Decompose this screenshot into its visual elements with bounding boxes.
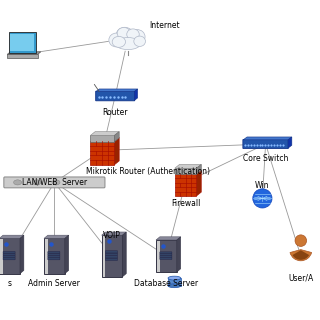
Polygon shape (115, 132, 119, 142)
Polygon shape (115, 137, 119, 165)
Wedge shape (292, 250, 309, 260)
Bar (102, 235, 123, 277)
Bar (9, 32, 36, 53)
FancyBboxPatch shape (3, 253, 15, 256)
Bar (3, 238, 20, 274)
FancyBboxPatch shape (48, 252, 60, 253)
Polygon shape (122, 232, 126, 277)
Polygon shape (7, 52, 41, 54)
Ellipse shape (129, 30, 145, 44)
FancyBboxPatch shape (160, 254, 172, 256)
Bar (105, 235, 123, 277)
Polygon shape (177, 237, 181, 272)
Bar (7, 54, 38, 58)
FancyBboxPatch shape (3, 252, 15, 253)
FancyBboxPatch shape (48, 256, 60, 258)
Bar (156, 240, 160, 272)
FancyBboxPatch shape (243, 140, 288, 148)
Polygon shape (65, 235, 69, 274)
Bar (175, 174, 196, 196)
FancyBboxPatch shape (4, 177, 105, 188)
FancyBboxPatch shape (175, 168, 196, 174)
FancyBboxPatch shape (3, 256, 15, 258)
Ellipse shape (117, 28, 131, 39)
FancyBboxPatch shape (48, 258, 60, 260)
Text: LAN/WEB  Server: LAN/WEB Server (22, 178, 87, 187)
FancyBboxPatch shape (106, 251, 117, 253)
Polygon shape (102, 232, 126, 235)
Polygon shape (134, 89, 138, 100)
Bar (160, 240, 177, 272)
Text: Core Switch: Core Switch (243, 154, 288, 163)
Ellipse shape (52, 180, 60, 185)
Polygon shape (0, 235, 24, 238)
Ellipse shape (109, 33, 124, 47)
Polygon shape (175, 164, 201, 168)
Ellipse shape (14, 180, 22, 185)
FancyBboxPatch shape (160, 252, 172, 254)
FancyBboxPatch shape (48, 253, 60, 256)
Polygon shape (44, 235, 69, 238)
Ellipse shape (168, 276, 181, 280)
Bar (156, 240, 177, 272)
Wedge shape (290, 250, 312, 261)
FancyBboxPatch shape (96, 91, 135, 101)
Bar (0, 238, 20, 274)
Ellipse shape (127, 29, 139, 40)
Text: Database Server: Database Server (134, 279, 198, 288)
Bar (48, 238, 65, 274)
FancyBboxPatch shape (3, 258, 15, 260)
Ellipse shape (112, 36, 125, 47)
Bar (102, 235, 105, 277)
Polygon shape (91, 132, 119, 135)
FancyBboxPatch shape (106, 256, 117, 258)
Polygon shape (288, 137, 292, 148)
Polygon shape (20, 235, 24, 274)
FancyBboxPatch shape (160, 258, 172, 260)
FancyBboxPatch shape (91, 135, 115, 142)
Text: Firewall: Firewall (171, 199, 200, 208)
Text: Win: Win (255, 181, 270, 190)
Text: s: s (8, 279, 12, 288)
Circle shape (295, 235, 307, 246)
FancyBboxPatch shape (106, 253, 117, 255)
Ellipse shape (116, 37, 140, 50)
Text: VOIP: VOIP (103, 231, 121, 240)
FancyBboxPatch shape (160, 256, 172, 258)
Bar (0, 238, 3, 274)
Ellipse shape (134, 36, 146, 46)
Bar (44, 238, 48, 274)
Circle shape (253, 189, 272, 208)
Ellipse shape (116, 27, 133, 43)
FancyBboxPatch shape (106, 258, 117, 260)
Polygon shape (96, 89, 138, 92)
Ellipse shape (168, 284, 181, 288)
Text: Router: Router (102, 108, 128, 116)
Bar (91, 141, 115, 165)
Bar (44, 238, 65, 274)
Bar (168, 278, 181, 286)
Text: Mikrotik Router (Authentication): Mikrotik Router (Authentication) (86, 167, 211, 176)
Ellipse shape (33, 180, 41, 185)
Text: Admin Server: Admin Server (28, 279, 80, 288)
Text: User/A: User/A (288, 274, 313, 283)
Text: Internet: Internet (149, 21, 180, 30)
Polygon shape (196, 170, 201, 196)
Ellipse shape (109, 29, 147, 50)
Polygon shape (196, 164, 201, 174)
Bar (11, 34, 35, 51)
Polygon shape (243, 137, 292, 140)
Polygon shape (156, 237, 181, 240)
